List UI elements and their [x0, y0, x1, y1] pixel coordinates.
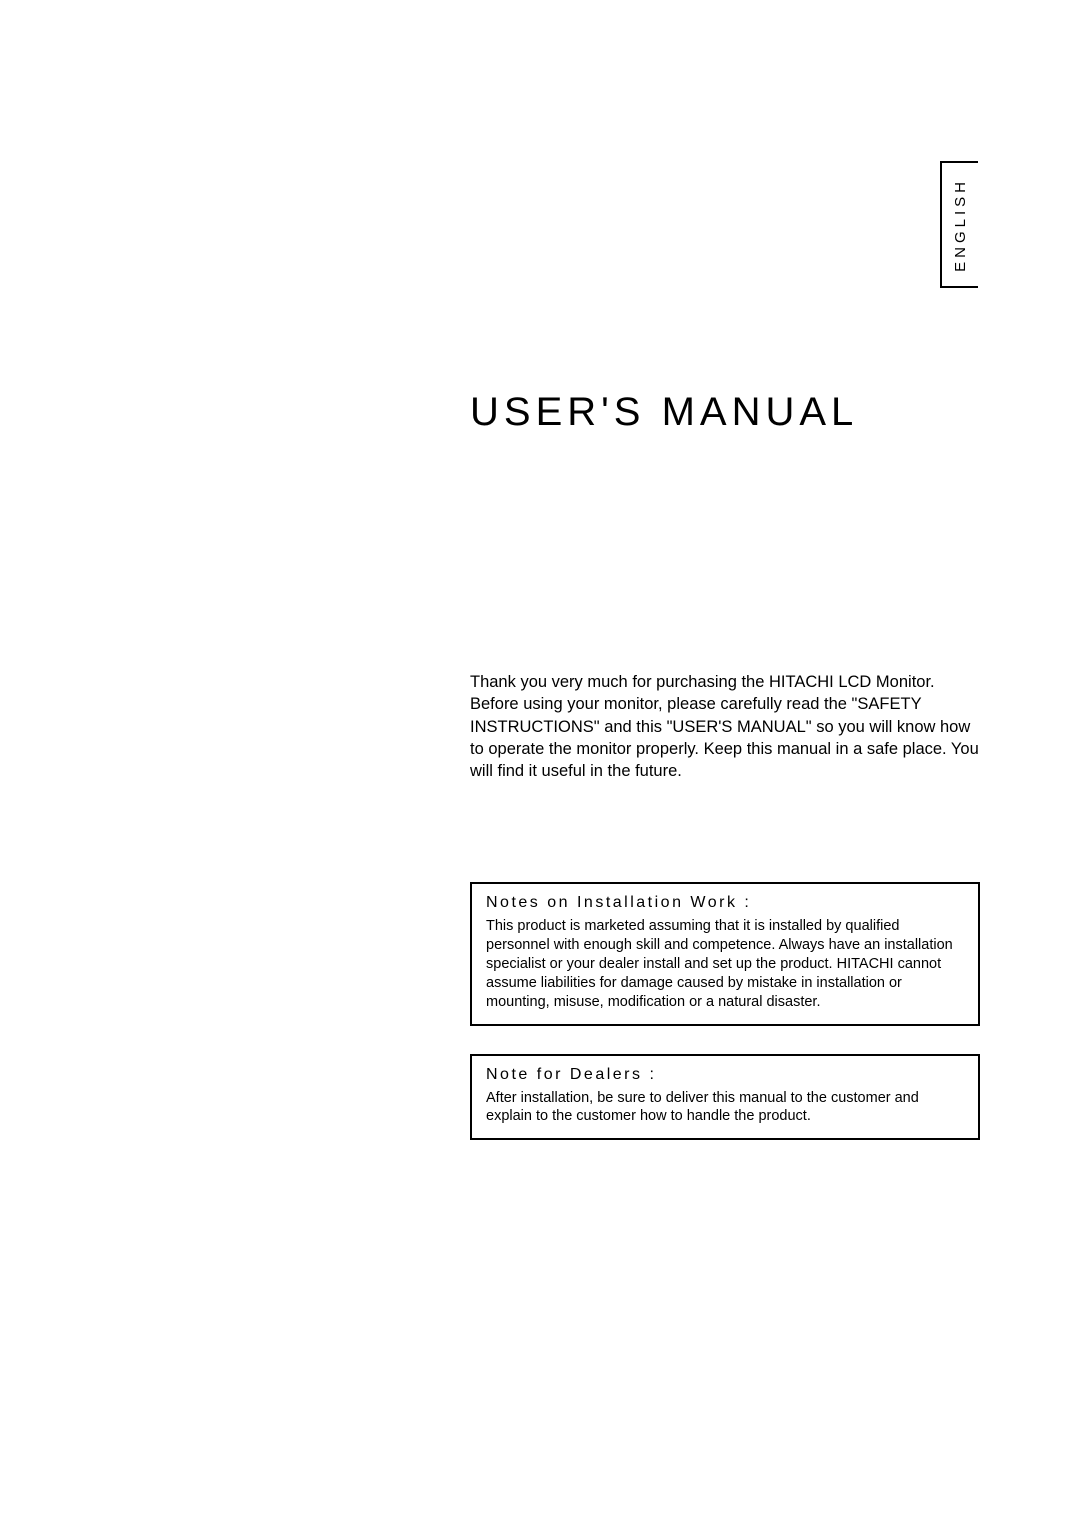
installation-note-body: This product is marketed assuming that i… — [486, 917, 964, 1011]
dealers-note-body: After installation, be sure to deliver t… — [486, 1089, 964, 1127]
language-tab: ENGLISH — [940, 161, 978, 288]
dealers-note-box: Note for Dealers : After installation, b… — [470, 1054, 980, 1141]
installation-note-box: Notes on Installation Work : This produc… — [470, 882, 980, 1025]
manual-title: USER'S MANUAL — [470, 390, 980, 435]
content-area: USER'S MANUAL Thank you very much for pu… — [470, 390, 980, 1168]
language-label: ENGLISH — [952, 178, 969, 272]
installation-note-heading: Notes on Installation Work : — [486, 894, 964, 912]
intro-paragraph: Thank you very much for purchasing the H… — [470, 671, 980, 782]
dealers-note-heading: Note for Dealers : — [486, 1066, 964, 1084]
